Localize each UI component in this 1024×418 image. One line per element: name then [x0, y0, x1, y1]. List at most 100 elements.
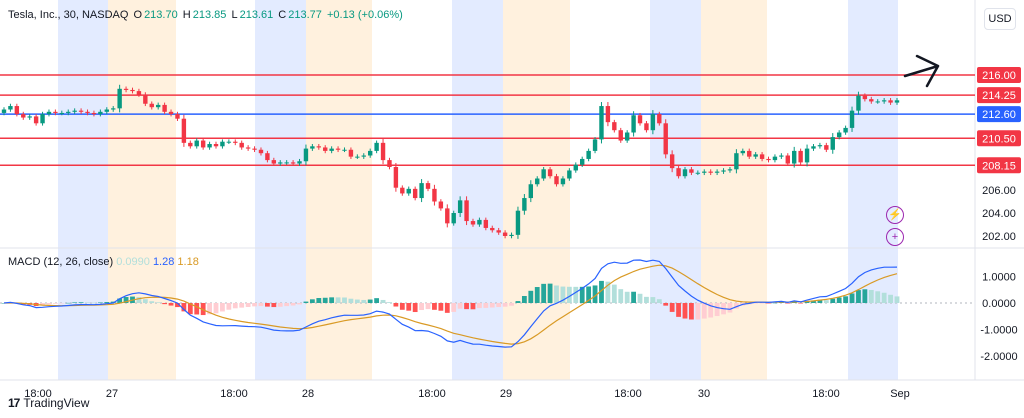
session-band: [503, 0, 570, 380]
macd-histogram-bar: [239, 303, 245, 308]
candle-body: [271, 160, 277, 164]
candle-body: [567, 170, 572, 179]
candle-body: [759, 154, 765, 159]
candle-body: [297, 161, 302, 164]
time-tick-label: 27: [106, 388, 118, 400]
candle-body: [695, 172, 701, 174]
candle-body: [27, 116, 32, 118]
candle-body: [753, 154, 758, 157]
candle-body: [355, 156, 360, 158]
lightning-icon[interactable]: ⚡: [886, 206, 904, 224]
macd-histogram-bar: [868, 289, 874, 303]
macd-histogram-bar: [406, 303, 412, 311]
candle-body: [130, 89, 135, 92]
macd-signal-line: [3, 264, 898, 345]
macd-histogram-bar: [226, 303, 232, 310]
candle-body: [323, 147, 328, 151]
macd-histogram-bar: [669, 303, 675, 312]
candle-body: [207, 144, 212, 148]
candle-body: [522, 198, 527, 211]
currency-button[interactable]: USD: [984, 8, 1016, 30]
macd-histogram-bar: [309, 299, 315, 303]
candle-body: [200, 140, 206, 148]
macd-histogram-bar: [753, 303, 759, 304]
candle-body: [258, 149, 264, 154]
macd-histogram-bar: [438, 303, 444, 311]
macd-histogram-bar: [464, 303, 469, 310]
macd-histogram-bar: [97, 302, 103, 303]
macd-histogram-bar: [695, 303, 701, 320]
candle-body: [483, 219, 489, 228]
candle-body: [432, 188, 437, 202]
macd-histogram-bar: [804, 301, 810, 303]
candle-body: [618, 130, 623, 141]
candle-body: [849, 110, 855, 128]
price-tick-label: 202.00: [982, 231, 1016, 243]
candle-body: [220, 141, 225, 147]
macd-histogram-bar: [836, 297, 842, 303]
candle-body: [554, 176, 559, 185]
candle-body: [875, 101, 880, 103]
session-band: [701, 0, 767, 380]
macd-histogram-bar: [881, 292, 887, 303]
candle-body: [252, 148, 257, 150]
candle-body: [747, 150, 752, 157]
macd-histogram-bar: [78, 302, 84, 303]
candle-body: [824, 145, 829, 150]
arrow-annotation: [903, 54, 940, 88]
macd-histogram-bar: [701, 303, 707, 319]
candle-body: [290, 162, 296, 164]
level-price-tag: [977, 157, 1021, 174]
macd-signal-value: 1.18: [177, 256, 199, 268]
macd-histogram-bar: [817, 299, 823, 303]
candle-body: [329, 148, 334, 151]
macd-histogram-bar: [875, 291, 881, 303]
candle-body: [303, 148, 309, 162]
time-tick-label: 29: [500, 388, 512, 400]
price-tick-label: 206.00: [982, 185, 1016, 197]
open-value: 213.70: [144, 9, 178, 21]
macd-histogram-bar: [644, 296, 649, 303]
macd-histogram-bar: [618, 289, 624, 303]
macd-histogram-bar: [830, 298, 836, 303]
candle-body: [573, 164, 578, 171]
candle-body: [836, 132, 842, 138]
macd-histogram-bar: [348, 298, 354, 303]
macd-histogram-bar: [663, 303, 669, 306]
candle-body: [869, 99, 874, 102]
macd-histogram-bar: [432, 303, 437, 310]
macd-histogram-bar: [566, 286, 572, 303]
macd-histogram-bar: [509, 303, 514, 306]
macd-histogram-bar: [656, 299, 662, 303]
macd-histogram-bar: [547, 283, 553, 303]
candle-body: [708, 171, 713, 173]
plus-icon[interactable]: +: [886, 228, 904, 246]
session-band: [108, 0, 176, 380]
candle-body: [66, 111, 71, 113]
candle-body: [515, 210, 521, 235]
macd-histogram-bar: [483, 303, 489, 308]
candle-body: [541, 169, 546, 179]
price-tick-label: 210.50: [982, 133, 1016, 145]
candle-body: [496, 230, 501, 233]
candle-body: [676, 168, 681, 177]
macd-histogram-bar: [419, 303, 424, 311]
candle-body: [117, 88, 122, 109]
macd-label: MACD (12, 26, close): [8, 256, 114, 268]
candle-body: [804, 148, 810, 163]
macd-histogram-bar: [521, 295, 527, 303]
session-band: [848, 0, 898, 380]
candle-body: [412, 188, 418, 199]
candle-body: [502, 232, 508, 236]
macd-histogram-bar: [592, 285, 598, 303]
candle-body: [547, 169, 553, 177]
macd-histogram-bar: [387, 302, 392, 303]
candle-body: [400, 187, 405, 194]
candle-body: [136, 91, 142, 95]
macd-histogram-bar: [142, 299, 148, 303]
price-tick-label: 212.60: [982, 109, 1016, 121]
macd-histogram-bar: [367, 299, 373, 303]
candle-body: [560, 178, 566, 185]
candle-body: [265, 153, 270, 161]
